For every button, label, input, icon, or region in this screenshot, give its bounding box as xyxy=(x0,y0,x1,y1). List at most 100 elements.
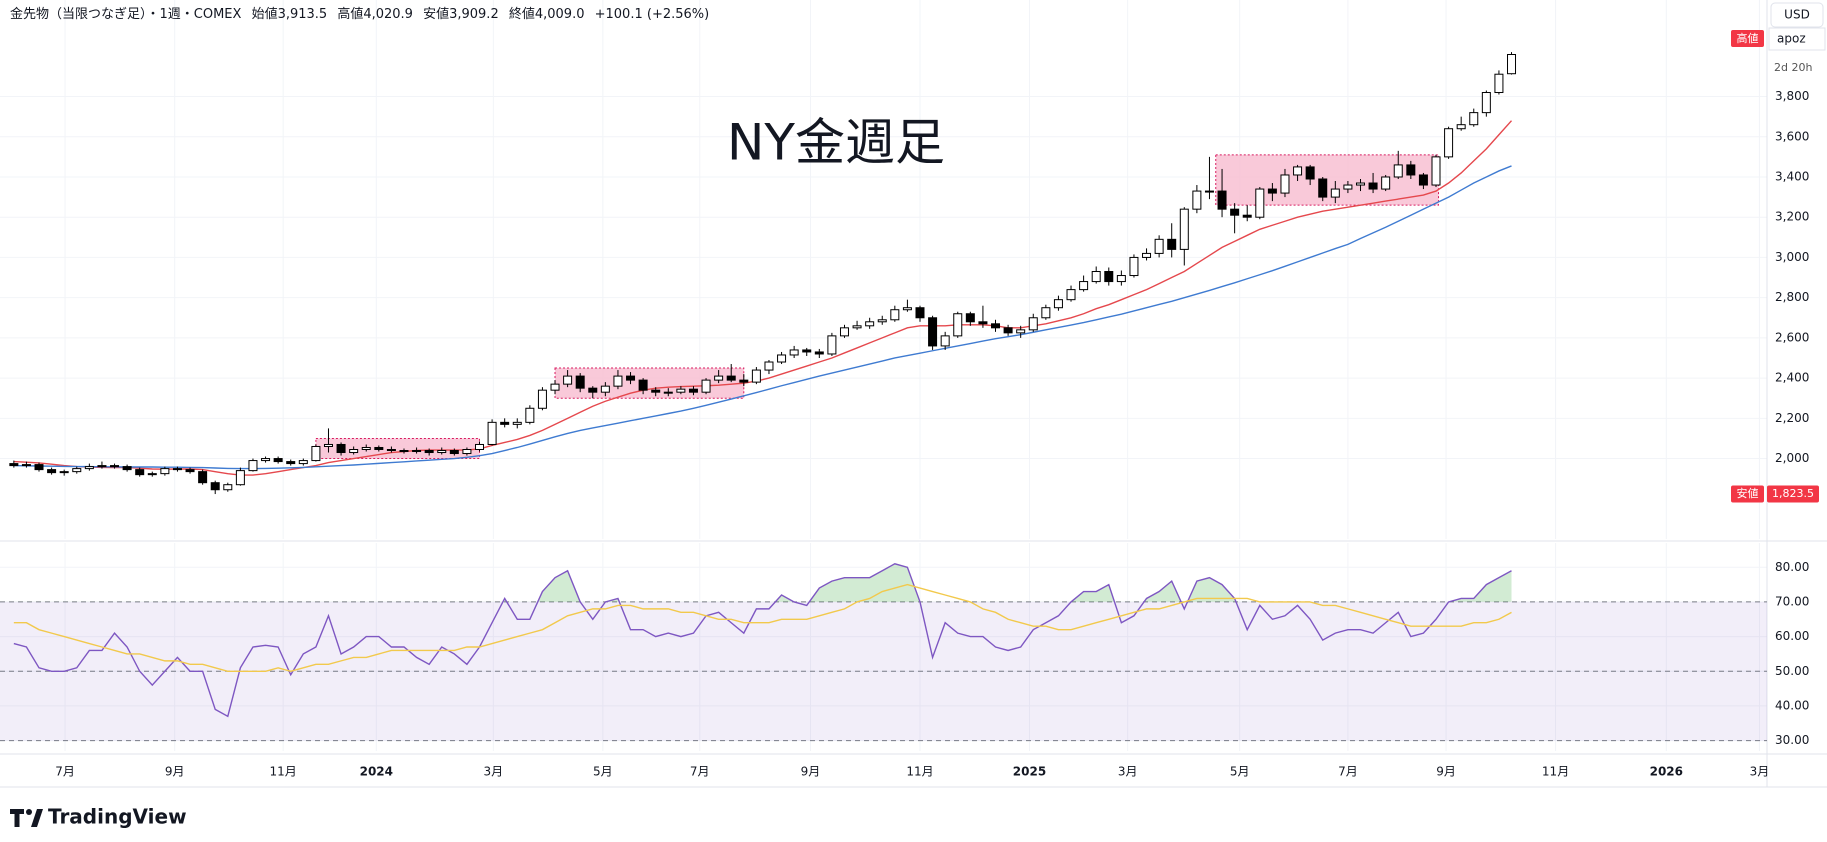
candle-body xyxy=(21,464,31,467)
candle-body xyxy=(248,460,258,472)
candle-body xyxy=(1418,174,1428,186)
candle-body xyxy=(1041,307,1051,319)
candle-body xyxy=(1116,275,1126,283)
low-label: 安値3,909.2 xyxy=(423,6,499,22)
y-tick-label: 2,800 xyxy=(1775,290,1809,304)
candle-body xyxy=(1305,166,1315,180)
user[interactable]: apoz xyxy=(1777,32,1806,46)
y-tick-label: 3,200 xyxy=(1775,210,1809,224)
overbought-fill xyxy=(13,563,1512,602)
candle-body xyxy=(34,464,44,471)
candle-body xyxy=(1016,329,1026,334)
candle-body xyxy=(802,349,812,353)
candle-body xyxy=(1230,208,1240,216)
brand: TradingView xyxy=(48,805,187,829)
candle-body xyxy=(537,389,547,409)
candle-body xyxy=(1142,252,1152,258)
candle-body xyxy=(1217,190,1227,210)
y-tick-label: 40.00 xyxy=(1775,698,1809,712)
currency[interactable]: USD xyxy=(1784,8,1810,22)
candle-body xyxy=(72,468,82,473)
candle-body xyxy=(1469,112,1479,126)
candle-body xyxy=(261,458,271,462)
x-tick-label: 11月 xyxy=(270,765,297,779)
high-marker xyxy=(1731,30,1764,47)
y-tick-label: 3,800 xyxy=(1775,89,1809,103)
x-tick-label: 2024 xyxy=(360,765,393,779)
candle-body xyxy=(1154,238,1164,254)
candle-body xyxy=(789,349,799,356)
candle-body xyxy=(147,473,157,476)
candle-body xyxy=(9,463,19,467)
candle-body xyxy=(978,321,988,325)
candle-body xyxy=(449,450,459,455)
candle-body xyxy=(1028,317,1038,331)
candle-body xyxy=(172,468,182,471)
candle-body xyxy=(122,466,132,471)
candle-body xyxy=(1242,214,1252,218)
candle-body xyxy=(412,450,422,453)
candle-body xyxy=(336,443,346,454)
candle-body xyxy=(1293,166,1303,176)
candle-body xyxy=(563,375,573,385)
candle-body xyxy=(1343,184,1353,190)
annotation: NY金週足 xyxy=(727,114,945,172)
candle-body xyxy=(902,307,912,311)
candle-body xyxy=(386,449,396,452)
candle-body xyxy=(1091,271,1101,283)
candle-body xyxy=(714,375,724,381)
x-tick-label: 11月 xyxy=(1542,765,1569,779)
change-label: +100.1 (+2.56%) xyxy=(595,7,710,22)
user-badge[interactable] xyxy=(1768,27,1826,51)
y-tick-label: 70.00 xyxy=(1775,594,1809,608)
candle-body xyxy=(1330,188,1340,198)
candle-body xyxy=(437,450,447,454)
candle-body xyxy=(701,379,711,393)
candle-body xyxy=(399,450,409,453)
candle-body xyxy=(374,446,384,451)
y-tick-label: 30.00 xyxy=(1775,733,1809,747)
candle-body xyxy=(323,443,333,447)
candle-body xyxy=(1192,190,1202,210)
symbol: 金先物（当限つなぎ足）・1週・COMEX xyxy=(10,6,242,22)
line-series xyxy=(13,583,1512,672)
x-tick-label: 9月 xyxy=(165,765,185,779)
candle-body xyxy=(1079,281,1089,291)
candle-body xyxy=(991,323,1001,329)
candle-body xyxy=(1406,164,1416,176)
candle-body xyxy=(487,421,497,445)
candle-body xyxy=(1318,178,1328,198)
x-tick-label: 3月 xyxy=(1118,765,1138,779)
x-tick-label: 11月 xyxy=(906,765,933,779)
y-tick-label: 2,000 xyxy=(1775,451,1809,465)
open-label: 始値3,913.5 xyxy=(252,6,328,22)
x-tick-label: 5月 xyxy=(593,765,613,779)
candle-body xyxy=(1456,124,1466,130)
candle-body xyxy=(613,375,623,387)
x-tick-label: 2026 xyxy=(1650,765,1683,779)
candle-body xyxy=(1444,128,1454,158)
logo: TradingView xyxy=(10,805,187,829)
candle-body xyxy=(1129,256,1139,277)
candle-body xyxy=(953,313,963,337)
candle-body xyxy=(1003,327,1013,334)
candle-body xyxy=(210,482,220,491)
candle-body xyxy=(777,354,787,363)
currency-button[interactable] xyxy=(1770,2,1824,28)
background xyxy=(0,0,1767,751)
x-tick-label: 3月 xyxy=(484,765,504,779)
line-series xyxy=(13,563,1512,718)
candle-body xyxy=(626,375,636,381)
candle-body xyxy=(1494,73,1504,94)
x-tick-label: 2025 xyxy=(1013,765,1046,779)
candle-body xyxy=(827,335,837,355)
candle-body xyxy=(600,385,610,393)
candle-body xyxy=(1355,182,1365,186)
candle-body xyxy=(97,465,107,468)
y-tick-label: 2,200 xyxy=(1775,411,1809,425)
y-tick-label: 80.00 xyxy=(1775,560,1809,574)
low-marker xyxy=(1731,485,1764,503)
candle-body xyxy=(1104,271,1114,283)
y-tick-label: 3,000 xyxy=(1775,250,1809,264)
